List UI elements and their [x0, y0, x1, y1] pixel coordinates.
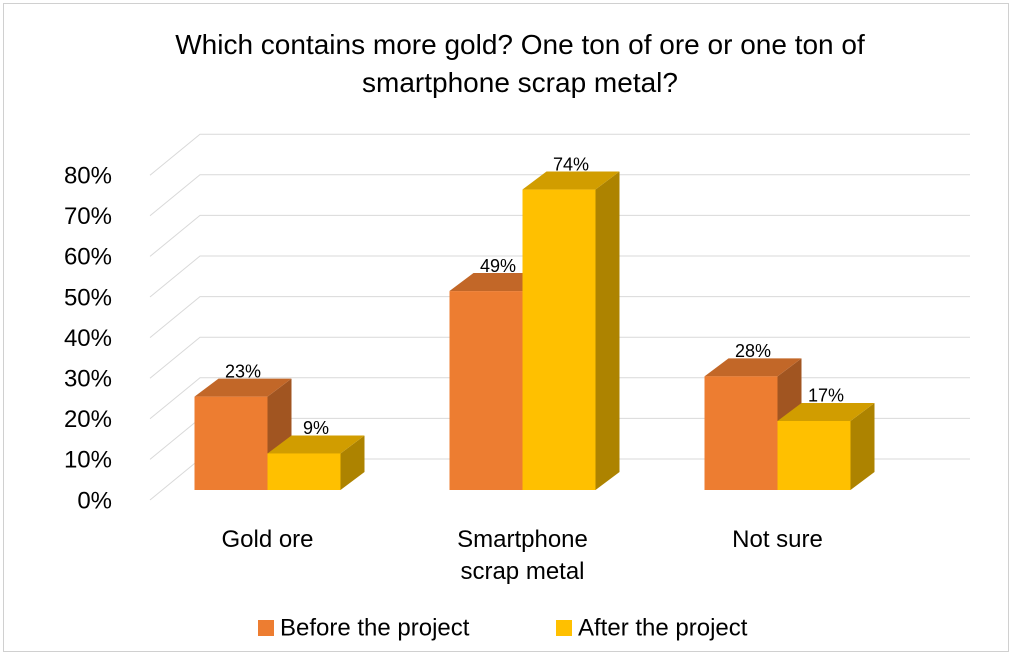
y-tick-label: 30%: [64, 366, 112, 393]
bar: [522, 171, 620, 490]
bar-front: [704, 376, 778, 490]
bar: [777, 402, 875, 490]
bar-side: [340, 435, 365, 490]
data-label: 28%: [735, 341, 771, 361]
y-tick-label: 70%: [64, 203, 112, 230]
bar-top: [449, 273, 547, 292]
chart-border: [3, 3, 1009, 652]
y-tick-label: 40%: [64, 325, 112, 352]
y-tick-label: 80%: [64, 163, 112, 190]
bar-top: [194, 378, 292, 397]
legend-label: Before the project: [280, 614, 470, 641]
legend-swatch: [556, 620, 572, 636]
legend-swatch: [258, 620, 274, 636]
bar-side: [850, 402, 875, 490]
data-label: 9%: [303, 418, 329, 438]
y-tick-label: 50%: [64, 284, 112, 311]
bar-top: [777, 402, 875, 421]
bar: [267, 435, 365, 490]
bar-front: [267, 453, 341, 490]
bar-side: [595, 171, 620, 490]
bar-top: [267, 435, 365, 454]
x-tick-label: Not sure: [732, 526, 823, 553]
x-tick-label: Smartphone scrap metal: [457, 526, 588, 585]
y-tick-label: 20%: [64, 406, 112, 433]
x-tick-label: Gold ore: [221, 526, 314, 553]
grid-line: [149, 133, 970, 176]
y-tick-label: 60%: [64, 244, 112, 271]
bar-front: [449, 291, 523, 490]
data-label: 17%: [808, 386, 844, 406]
bar-front: [194, 396, 268, 490]
y-tick-label: 0%: [77, 487, 112, 514]
data-label: 74%: [553, 154, 589, 174]
grid-line: [149, 174, 970, 217]
data-label: 23%: [225, 361, 261, 381]
grid-line: [149, 296, 970, 338]
bar-front: [522, 189, 596, 490]
legend-label: After the project: [578, 614, 748, 641]
grid-line: [149, 255, 970, 298]
chart-title: Which contains more gold? One ton of ore…: [175, 29, 865, 98]
grid-line: [149, 336, 970, 379]
bar-top: [522, 171, 620, 190]
data-label: 49%: [480, 256, 516, 276]
grid-line: [149, 214, 970, 257]
bar-top: [704, 358, 802, 377]
bar-front: [777, 420, 851, 490]
y-tick-label: 10%: [64, 447, 112, 474]
